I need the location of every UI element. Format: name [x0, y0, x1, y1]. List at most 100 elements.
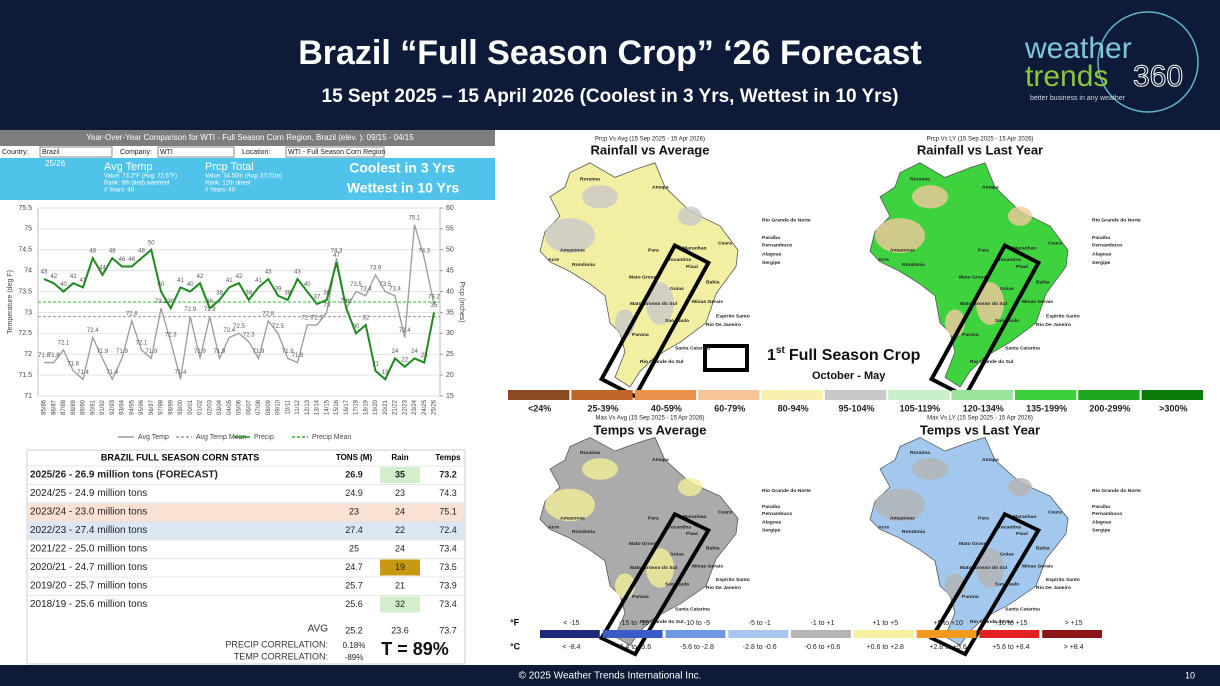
row-highlight [28, 521, 464, 540]
data-label: 73.5 [350, 282, 362, 288]
map-patch [1008, 206, 1032, 226]
data-label: 73.1 [155, 299, 167, 305]
y-tick-label: 74 [24, 268, 32, 275]
cell: 19 [395, 562, 405, 572]
data-label: 71.9 [214, 349, 226, 355]
legend-label: +2.8 to +5.6 [929, 644, 966, 651]
slide-title: Brazil “Full Season Crop” ‘26 Forecast [298, 34, 922, 72]
x-tick-label: 97/98 [159, 399, 165, 415]
state-label: Amazonas [890, 247, 915, 253]
callout: Coolest in 3 Yrs [349, 160, 455, 176]
data-label: 71.4 [77, 370, 89, 376]
state-label: Espirito Santo [1046, 577, 1080, 583]
cell: 25.7 [345, 580, 363, 590]
x-tick-label: 03/04 [217, 399, 223, 415]
series-line [44, 224, 435, 381]
info-line: Value: 73.2°F (Avg: 72.6°F) [104, 174, 177, 180]
map-subtitle: Max Vs LY (15 Sep 2025 - 15 Apr 2026) [927, 416, 1033, 422]
avg-cell: 25.2 [345, 625, 363, 635]
cell: 23 [349, 506, 359, 516]
x-tick-label: 19/20 [373, 399, 379, 415]
map-subtitle: Prcp Vs LY (15 Sep 2025 - 15 Apr 2026) [927, 137, 1034, 143]
state-label: Parana [632, 594, 649, 600]
map-patch [582, 185, 618, 209]
cell: 24.7 [345, 562, 363, 572]
state-label: Pernambuco [762, 243, 792, 249]
data-label: 23 [421, 353, 428, 359]
x-tick-label: 05/06 [237, 399, 243, 415]
cell: 74.3 [439, 488, 457, 498]
legend-label: -10 to -5 [684, 620, 710, 627]
legend-label: Avg Temp Mean [196, 434, 246, 441]
legend-label: +5.6 to +8.4 [992, 644, 1029, 651]
data-label: 72.4 [223, 328, 235, 334]
info-line: Rank: 12th driest [205, 181, 251, 187]
corr-value: -89% [345, 653, 364, 662]
data-label: 41 [80, 278, 87, 284]
state-label: Para [648, 516, 659, 522]
series-line [43, 247, 435, 381]
data-label: 30 [353, 324, 360, 330]
data-label: 73.4 [360, 286, 372, 292]
y-tick-label: 73.5 [18, 288, 32, 295]
state-label: Goias [670, 552, 684, 558]
state-label: Tocantins [668, 525, 692, 531]
legend-label: -1 to +1 [811, 620, 835, 627]
state-label: Sergipe [762, 260, 781, 266]
state-label: Piaui [1016, 264, 1029, 270]
state-label: Para [978, 516, 989, 522]
data-label: 71.8 [292, 353, 304, 359]
data-label: 40 [187, 282, 194, 288]
state-label: Para [648, 247, 659, 253]
state-label: Rio Grande do Sul [640, 619, 684, 625]
x-tick-label: 94/95 [129, 399, 135, 415]
x-tick-label: 92/93 [110, 399, 116, 415]
data-label: 48 [138, 249, 145, 255]
x-tick-label: 13/14 [315, 399, 321, 415]
info-line: Value: 34.50in (Avg: 37.01in) [205, 174, 282, 180]
table-header: TONS (M) [336, 453, 373, 462]
info-title: Prcp Total [205, 161, 254, 173]
state-label: Goias [670, 286, 684, 292]
state-label: Rio Grande do Norte [762, 217, 811, 223]
state-label: Mato Grosso [959, 541, 990, 547]
data-label: 71.9 [194, 349, 206, 355]
legend-label: +5 to +10 [933, 620, 963, 627]
data-label: 74.3 [331, 249, 343, 255]
legend-swatch [698, 390, 760, 400]
row-label: 2022/23 - 27.4 million tons [30, 525, 147, 536]
legend-label: 25-39% [588, 403, 619, 413]
data-label: 22 [401, 357, 408, 363]
control-label: Location: [242, 149, 270, 156]
y2-tick-label: 15 [446, 393, 454, 400]
info-line: # Years: 40 [104, 188, 135, 194]
control-value: WTI - Full Season Corn Region [288, 149, 385, 156]
y2-tick-label: 35 [446, 309, 454, 316]
x-tick-label: 02/03 [207, 399, 213, 415]
legend-label: 200-299% [1089, 403, 1130, 413]
y2-tick-label: 20 [446, 372, 454, 379]
x-tick-label: 98/99 [168, 399, 174, 415]
cell: 75.1 [439, 506, 457, 516]
annotation-number: 1 [767, 347, 776, 364]
x-tick-label: 89/90 [81, 399, 87, 415]
data-label: 35 [431, 303, 438, 309]
data-label: 74.3 [418, 249, 430, 255]
map-patch [545, 488, 595, 522]
header-band [0, 0, 1220, 130]
state-label: Rondonia [902, 262, 925, 268]
x-tick-label: 01/02 [198, 399, 204, 415]
data-label: 40 [158, 282, 165, 288]
data-label: 71.4 [106, 370, 118, 376]
legend-label: 60-79% [714, 403, 745, 413]
avg-label: AVG [308, 624, 329, 635]
map-patch [976, 282, 1004, 325]
data-label: 72.5 [233, 324, 245, 330]
x-tick-label: 15/16 [334, 399, 340, 415]
annotation-suffix: st [776, 345, 786, 356]
data-label: 71.4 [175, 370, 187, 376]
y-tick-label: 72 [24, 351, 32, 358]
y-tick-label: 73 [24, 309, 32, 316]
map: Roraima Amapa Amazonas Para Maranhao Ceara Rio… [539, 437, 811, 657]
state-label: Rondonia [902, 529, 925, 535]
